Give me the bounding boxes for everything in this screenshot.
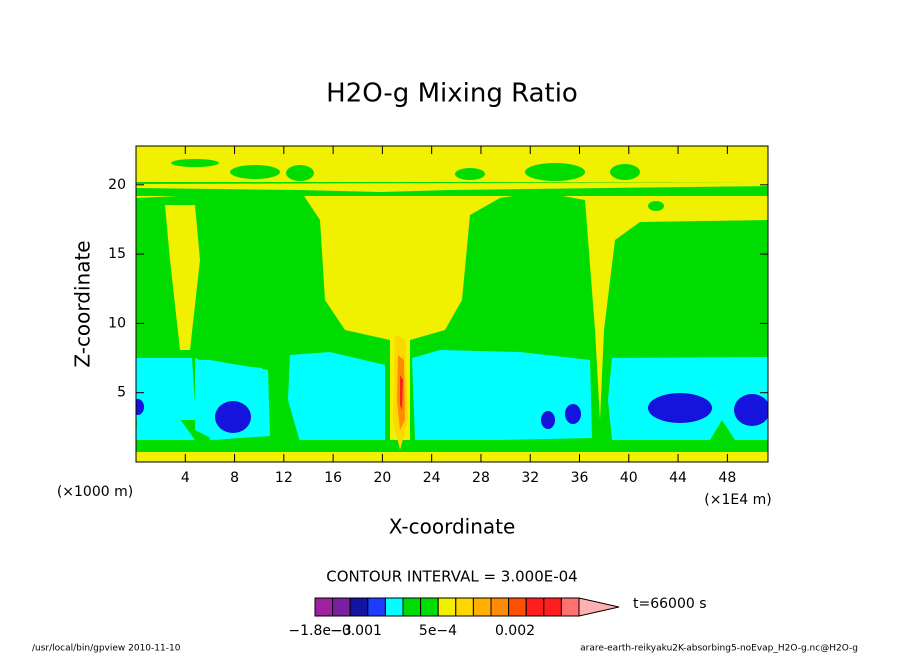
- colorbar-box: [349, 597, 369, 617]
- x-tick-label: 48: [718, 470, 736, 486]
- colorbar-label: 5e−4: [419, 623, 457, 639]
- colorbar-box: [472, 597, 492, 617]
- x-axis-label: X-coordinate: [389, 515, 516, 539]
- y-unit: (×1000 m): [57, 484, 133, 500]
- colorbar-box: [314, 597, 334, 617]
- colorbar-box: [402, 597, 422, 617]
- x-unit: (×1E4 m): [704, 492, 771, 508]
- colorbar-box: [525, 597, 545, 617]
- x-tick-label: 28: [472, 470, 490, 486]
- x-tick-label: 4: [181, 470, 190, 486]
- x-tick-label: 20: [373, 470, 391, 486]
- footer-right: arare-earth-reikyaku2K-absorbing5-noEvap…: [580, 644, 858, 654]
- x-tick-label: 32: [521, 470, 539, 486]
- colorbar-box: [490, 597, 510, 617]
- y-tick-label: 15: [108, 246, 126, 262]
- colorbar-box: [332, 597, 351, 617]
- footer-left: /usr/local/bin/gpview 2010-11-10: [32, 644, 181, 654]
- colorbar-box: [420, 597, 439, 617]
- colorbar-box: [508, 597, 527, 617]
- colorbar-box: [384, 597, 404, 617]
- colorbar-label: −1.8e−3: [288, 623, 351, 639]
- colorbar-box: [560, 597, 580, 617]
- x-tick-label: 16: [324, 470, 342, 486]
- contour-field: [136, 146, 768, 462]
- y-tick-label: 5: [117, 385, 126, 401]
- x-tick-label: 40: [620, 470, 638, 486]
- x-tick-label: 44: [669, 470, 687, 486]
- x-tick-label: 8: [230, 470, 239, 486]
- y-axis-label: Z-coordinate: [71, 240, 95, 367]
- colorbar-box: [367, 597, 386, 617]
- colorbar-label: −0.001: [330, 623, 382, 639]
- y-tick-label: 20: [108, 177, 126, 193]
- chart-title: H2O-g Mixing Ratio: [326, 79, 578, 109]
- time-label: t=66000 s: [633, 596, 707, 612]
- colorbar-box: [437, 597, 457, 617]
- colorbar-box: [543, 597, 562, 617]
- colorbar-box: [455, 597, 474, 617]
- y-tick-label: 10: [108, 315, 126, 331]
- contour-interval: CONTOUR INTERVAL = 3.000E-04: [326, 568, 577, 586]
- x-tick-label: 24: [423, 470, 441, 486]
- x-tick-label: 36: [571, 470, 589, 486]
- x-tick-label: 12: [275, 470, 293, 486]
- colorbar-arrow: [578, 597, 620, 617]
- plot-frame: [135, 145, 769, 463]
- colorbar-label: 0.002: [495, 623, 535, 639]
